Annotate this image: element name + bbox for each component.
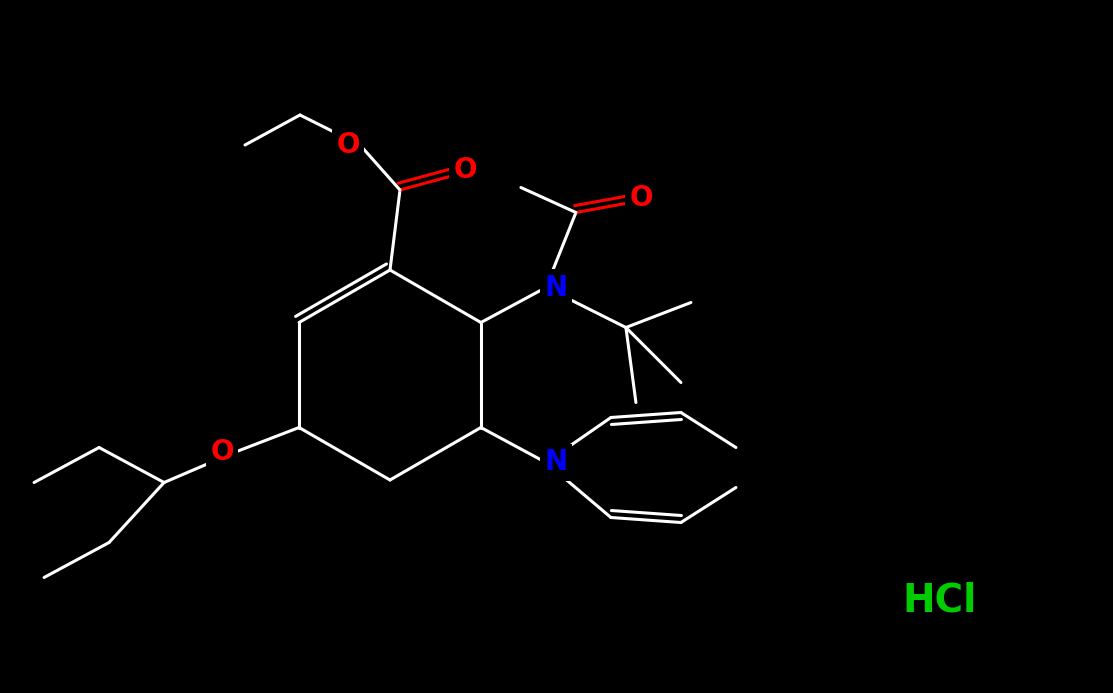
Text: O: O — [336, 131, 359, 159]
Text: N: N — [544, 274, 568, 301]
Text: HCl: HCl — [903, 581, 977, 619]
Text: N: N — [544, 448, 568, 477]
Text: O: O — [210, 439, 234, 466]
Text: O: O — [453, 156, 476, 184]
Text: O: O — [629, 184, 652, 211]
